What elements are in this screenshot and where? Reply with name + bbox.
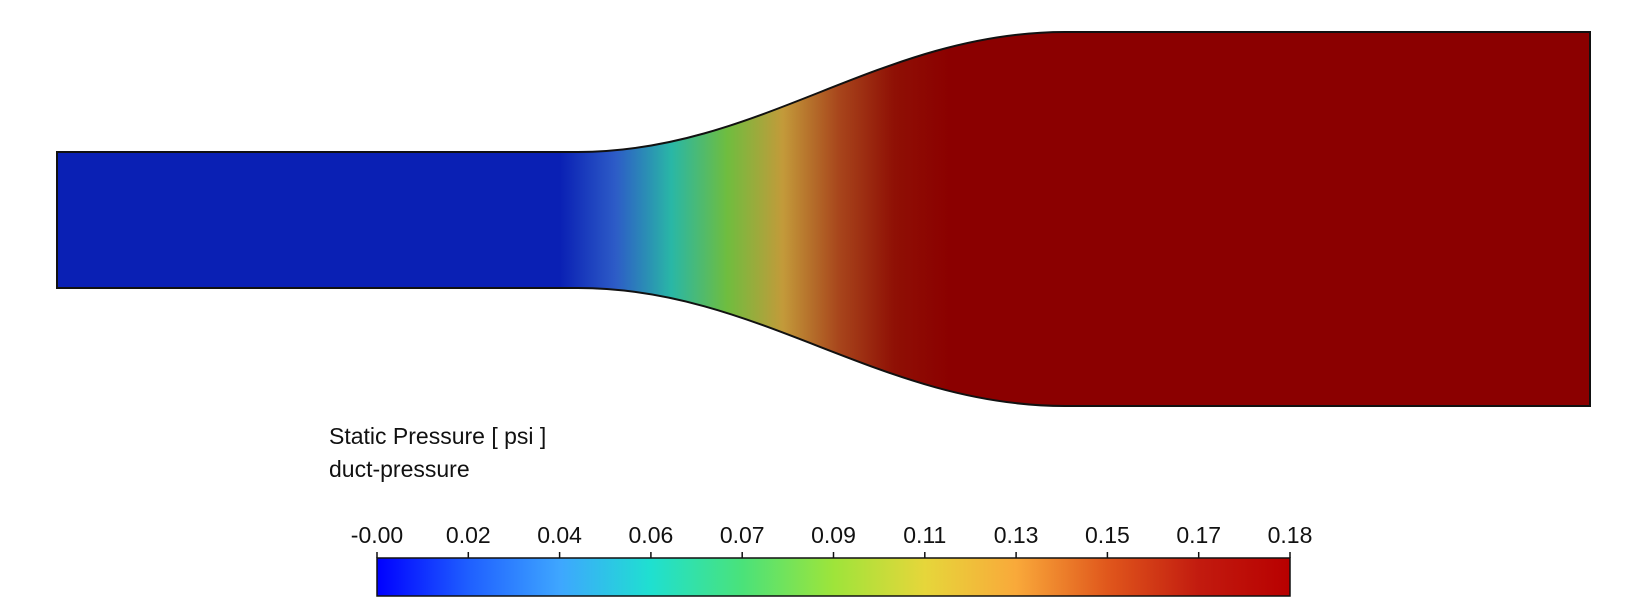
legend-title: Static Pressure [ psi ] — [329, 423, 547, 449]
color-bar — [376, 557, 1291, 597]
color-bar-tick-labels: -0.00 0.02 0.04 0.06 0.07 0.09 0.11 0.13 0.15 0.1… — [351, 522, 1313, 548]
color-bar-tick-label: -0.00 — [351, 522, 403, 548]
color-bar-tick-label: 0.13 — [994, 522, 1039, 548]
color-bar-ticks — [376, 552, 1291, 558]
color-bar-tick-label: 0.04 — [537, 522, 582, 548]
color-bar-tick-label: 0.02 — [446, 522, 491, 548]
legend-subtitle: duct-pressure — [329, 456, 470, 482]
color-bar-tick-label: 0.09 — [811, 522, 856, 548]
color-bar-tick-label: 0.07 — [720, 522, 765, 548]
color-bar-tick-label: 0.18 — [1268, 522, 1313, 548]
color-bar-tick-label: 0.15 — [1085, 522, 1130, 548]
color-bar-tick-label: 0.11 — [903, 522, 946, 548]
pressure-legend: -0.00 0.02 0.04 0.06 0.07 0.09 0.11 0.13 0.15 0.1… — [351, 522, 1313, 597]
color-bar-tick-label: 0.17 — [1176, 522, 1221, 548]
color-bar-tick-label: 0.06 — [629, 522, 674, 548]
legend-title-block: Static Pressure [ psi ] duct-pressure — [329, 420, 546, 486]
duct-geometry — [56, 31, 1591, 407]
